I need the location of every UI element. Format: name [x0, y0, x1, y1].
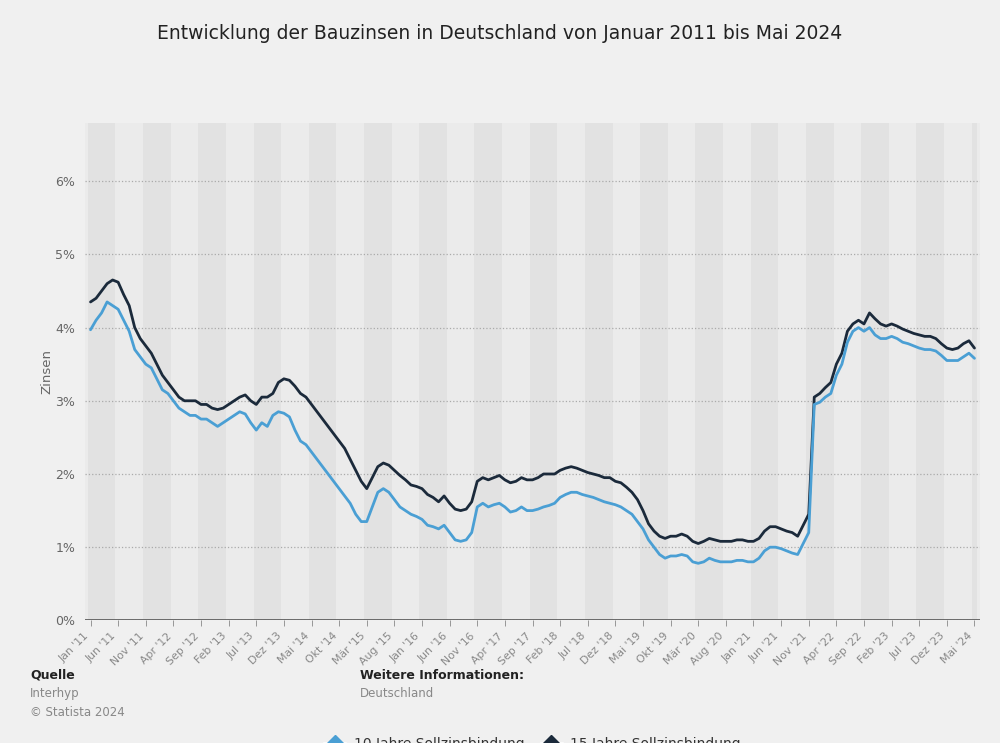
Bar — [336, 123, 364, 620]
Bar — [613, 123, 640, 620]
Bar — [695, 123, 723, 620]
Bar — [309, 123, 336, 620]
Bar — [143, 123, 171, 620]
Bar — [502, 123, 530, 620]
Bar — [640, 123, 668, 620]
Bar — [585, 123, 613, 620]
Bar — [115, 123, 143, 620]
Bar — [419, 123, 447, 620]
Bar — [778, 123, 806, 620]
Bar — [198, 123, 226, 620]
Bar — [557, 123, 585, 620]
Bar — [447, 123, 474, 620]
Bar — [474, 123, 502, 620]
Text: Quelle: Quelle — [30, 669, 75, 681]
Text: Weitere Informationen:: Weitere Informationen: — [360, 669, 524, 681]
Text: Deutschland: Deutschland — [360, 687, 434, 700]
Text: Interhyp
© Statista 2024: Interhyp © Statista 2024 — [30, 687, 125, 719]
Y-axis label: Zinsen: Zinsen — [40, 349, 53, 394]
Bar — [861, 123, 889, 620]
Bar — [834, 123, 861, 620]
Bar — [364, 123, 392, 620]
Bar — [392, 123, 419, 620]
Bar — [972, 123, 977, 620]
Bar — [889, 123, 916, 620]
Bar — [281, 123, 309, 620]
Bar — [668, 123, 695, 620]
Text: Entwicklung der Bauzinsen in Deutschland von Januar 2011 bis Mai 2024: Entwicklung der Bauzinsen in Deutschland… — [157, 24, 843, 43]
Bar — [88, 123, 115, 620]
Bar — [723, 123, 751, 620]
Legend: 10 Jahre Sollzinsbindung, 15 Jahre Sollzinsbindung: 10 Jahre Sollzinsbindung, 15 Jahre Sollz… — [319, 732, 746, 743]
Bar — [530, 123, 557, 620]
Bar — [226, 123, 254, 620]
Bar — [806, 123, 834, 620]
Bar — [751, 123, 778, 620]
Bar — [944, 123, 972, 620]
Bar — [916, 123, 944, 620]
Bar — [254, 123, 281, 620]
Bar — [171, 123, 198, 620]
